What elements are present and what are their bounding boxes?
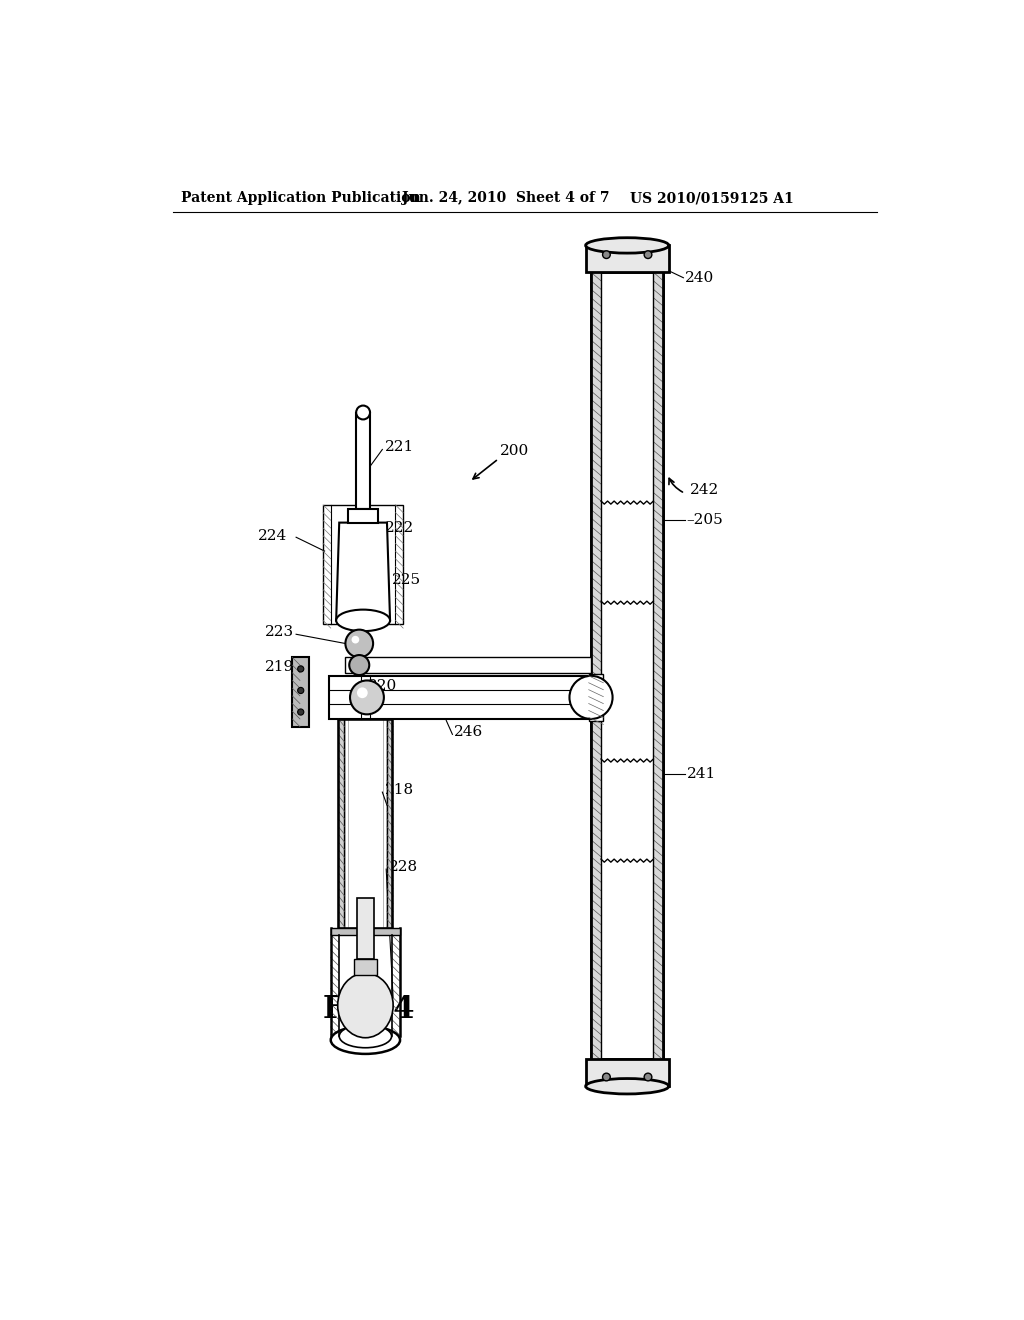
Bar — [589, 675, 603, 721]
Bar — [330, 676, 591, 719]
Ellipse shape — [586, 238, 669, 253]
Text: 242: 242 — [690, 483, 720, 496]
Bar — [339, 719, 344, 928]
Circle shape — [345, 630, 373, 657]
Bar — [387, 719, 392, 928]
Circle shape — [644, 1073, 652, 1081]
Bar — [339, 719, 392, 928]
Polygon shape — [336, 523, 390, 620]
Bar — [357, 898, 374, 960]
Circle shape — [644, 251, 652, 259]
Text: 222: 222 — [385, 521, 414, 535]
Circle shape — [298, 709, 304, 715]
Text: 220: 220 — [368, 678, 397, 693]
Ellipse shape — [356, 405, 370, 420]
Bar — [292, 657, 309, 726]
Bar — [591, 272, 664, 1059]
Ellipse shape — [339, 1024, 391, 1048]
Bar — [601, 759, 653, 859]
Text: 224: 224 — [258, 529, 287, 543]
Ellipse shape — [586, 1078, 669, 1094]
Text: FIG.4: FIG.4 — [323, 994, 416, 1024]
Circle shape — [602, 1073, 610, 1081]
Circle shape — [298, 665, 304, 672]
Bar — [331, 928, 400, 935]
Circle shape — [602, 251, 610, 259]
Bar — [354, 960, 377, 974]
Text: Patent Application Publication: Patent Application Publication — [180, 191, 420, 206]
Text: 200: 200 — [500, 444, 529, 458]
Bar — [344, 719, 387, 928]
Bar — [586, 1059, 669, 1086]
Text: 228: 228 — [388, 859, 418, 874]
Polygon shape — [341, 525, 385, 618]
Bar — [601, 502, 653, 601]
Text: 225: 225 — [392, 573, 422, 587]
Circle shape — [298, 688, 304, 693]
Text: US 2010/0159125 A1: US 2010/0159125 A1 — [630, 191, 794, 206]
Ellipse shape — [336, 610, 390, 631]
Text: 246: 246 — [454, 725, 483, 739]
Circle shape — [350, 681, 384, 714]
Bar — [323, 506, 403, 624]
Text: 240: 240 — [685, 271, 714, 285]
Text: Jun. 24, 2010  Sheet 4 of 7: Jun. 24, 2010 Sheet 4 of 7 — [401, 191, 609, 206]
Bar — [653, 272, 664, 1059]
Bar — [345, 657, 591, 673]
Bar — [586, 246, 669, 272]
Ellipse shape — [338, 973, 393, 1038]
Circle shape — [349, 655, 370, 675]
Text: 218: 218 — [385, 783, 414, 797]
Bar — [591, 272, 601, 1059]
Bar — [356, 412, 370, 508]
Bar — [348, 508, 378, 523]
Text: 241: 241 — [686, 767, 716, 781]
Text: 223: 223 — [265, 624, 295, 639]
Text: 219: 219 — [265, 660, 295, 673]
Text: 221: 221 — [385, 440, 414, 454]
Circle shape — [357, 688, 368, 698]
Circle shape — [351, 636, 359, 644]
Text: –205: –205 — [686, 513, 723, 527]
Ellipse shape — [569, 676, 612, 719]
Ellipse shape — [331, 1026, 400, 1053]
